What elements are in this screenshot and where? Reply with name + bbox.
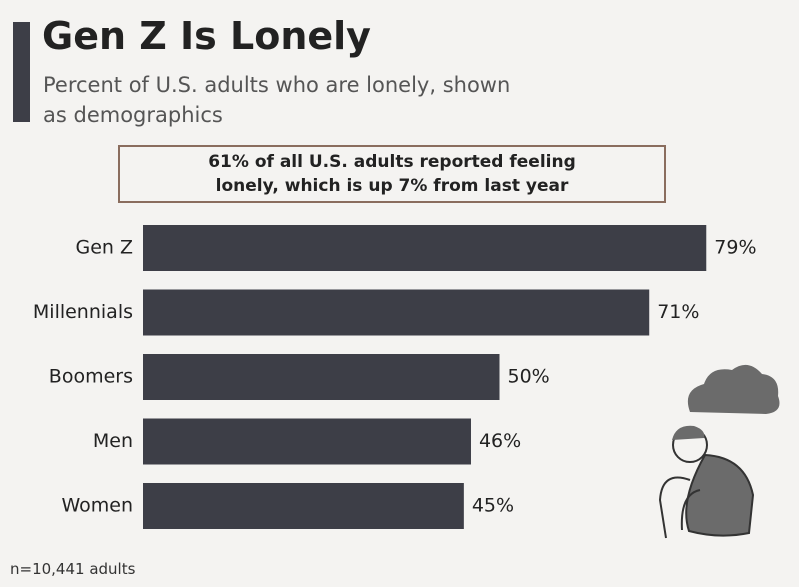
note: n=10,441 adults <box>10 560 136 578</box>
chart-title: Gen Z Is Lonely <box>42 14 371 58</box>
bar <box>143 289 650 336</box>
body <box>685 453 755 537</box>
bar <box>143 418 471 465</box>
bar <box>143 354 500 400</box>
value-label: 46% <box>479 430 521 452</box>
category-label: Millennials <box>33 301 133 323</box>
value-label: 50% <box>508 366 550 388</box>
category-label: Men <box>93 430 133 452</box>
value-label: 45% <box>472 495 514 517</box>
category-label: Boomers <box>49 366 133 388</box>
bar <box>143 483 464 529</box>
annotation: 61% of all U.S. adults reported feeling … <box>118 145 666 203</box>
legs <box>658 476 701 539</box>
accent-bar <box>13 22 30 122</box>
category-label: Gen Z <box>75 237 133 259</box>
illustration <box>658 364 780 539</box>
chart-subtitle: Percent of U.S. adults who are lonely, s… <box>43 73 511 127</box>
category-label: Women <box>61 495 133 517</box>
value-label: 71% <box>657 301 699 323</box>
bar <box>143 225 707 271</box>
cap <box>672 425 705 440</box>
value-label: 79% <box>714 237 756 259</box>
cloud <box>687 364 780 414</box>
